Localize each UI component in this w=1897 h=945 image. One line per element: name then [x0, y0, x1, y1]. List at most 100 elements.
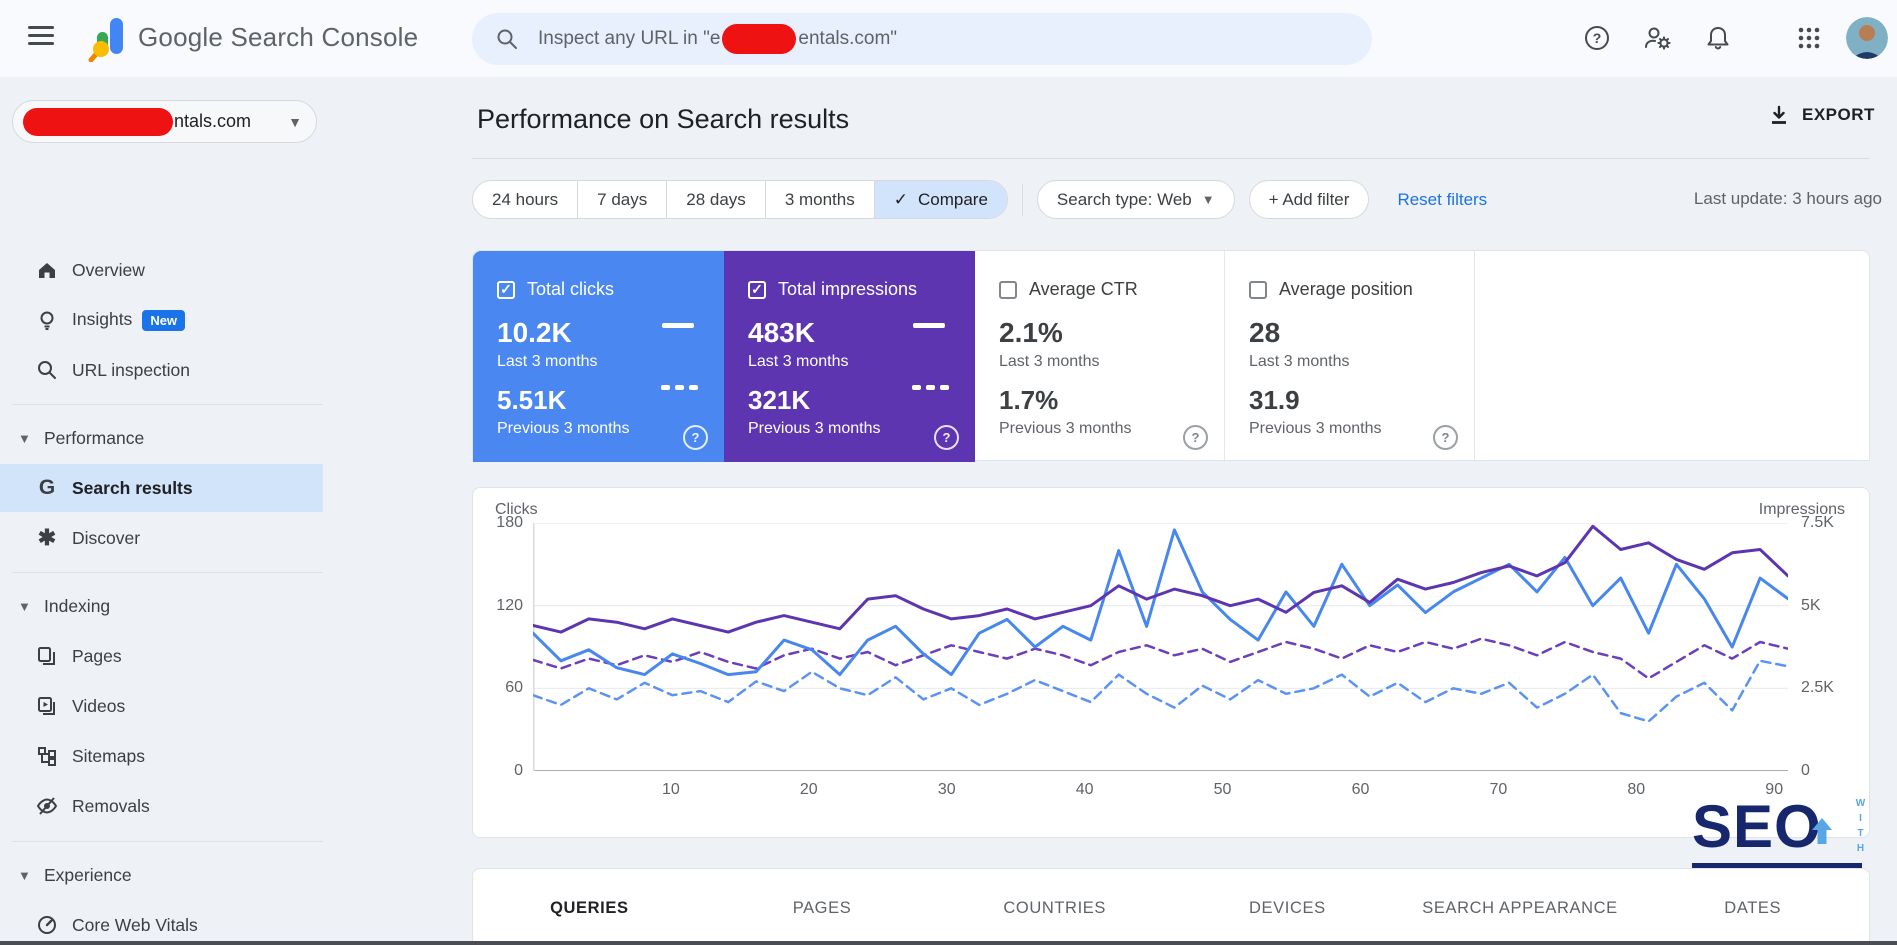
sidebar-item-label: Core Web Vitals	[72, 914, 198, 935]
range-7-days[interactable]: 7 days	[578, 181, 668, 218]
sidebar-item-search-results[interactable]: G Search results	[0, 464, 323, 512]
metric-current-period: Last 3 months	[748, 353, 849, 370]
sidebar-item-videos[interactable]: Videos	[0, 682, 323, 730]
sidebar-item-removals[interactable]: Removals	[0, 782, 323, 830]
download-icon	[1772, 105, 1786, 124]
google-apps-grid-icon[interactable]	[1788, 17, 1830, 59]
add-filter-label: + Add filter	[1268, 189, 1350, 209]
checkbox-checked[interactable]: ✓	[748, 280, 766, 299]
sidebar-item-label: Pages	[72, 645, 122, 666]
total-clicks-card[interactable]: ✓ Total clicks 10.2K Last 3 months 5.51K…	[473, 251, 724, 462]
divider	[12, 841, 323, 842]
metric-previous-period: Previous 3 months	[1249, 420, 1382, 437]
user-settings-icon[interactable]	[1637, 17, 1679, 59]
series-line	[533, 637, 1788, 680]
chevron-down-icon: ▼	[1201, 192, 1215, 207]
metric-current-value: 28	[1249, 317, 1281, 348]
sidebar-item-label: Search results	[72, 477, 193, 498]
metric-previous-value: 1.7%	[999, 385, 1059, 415]
export-button[interactable]: EXPORT	[1768, 104, 1875, 126]
tab-dates[interactable]: DATES	[1724, 899, 1782, 917]
sidebar-item-sitemaps[interactable]: Sitemaps	[0, 732, 323, 780]
metric-previous-period: Previous 3 months	[999, 420, 1132, 437]
x-axis-ticks: 10 20 30 40 50 60 70 80 90	[533, 781, 1788, 801]
date-range-segmented-control: 24 hours 7 days 28 days 3 months ✓ Compa…	[472, 180, 1008, 219]
metric-label: Total impressions	[778, 279, 918, 299]
total-impressions-card[interactable]: ✓ Total impressions 483K Last 3 months 3…	[724, 251, 975, 462]
sidebar-section-label: Experience	[44, 864, 132, 885]
average-ctr-card[interactable]: Average CTR 2.1% Last 3 months 1.7% Prev…	[975, 251, 1225, 462]
sidebar-item-overview[interactable]: Overview	[0, 246, 323, 294]
sitemap-icon	[36, 745, 58, 767]
impressions-axis-title: Impressions	[1758, 501, 1845, 518]
series-line	[533, 528, 1788, 677]
url-inspection-search-input[interactable]: Inspect any URL in "e entals.com"	[472, 13, 1372, 65]
hamburger-menu-icon[interactable]	[28, 26, 54, 50]
metric-current-value: 10.2K	[497, 317, 572, 348]
range-28-days[interactable]: 28 days	[667, 181, 766, 218]
eye-off-icon	[36, 795, 58, 817]
tab-devices[interactable]: DEVICES	[1249, 899, 1326, 917]
help-icon[interactable]: ?	[1576, 17, 1618, 59]
last-update-text: Last update: 3 hours ago	[1693, 189, 1882, 208]
topbar: Google Search Console Inspect any URL in…	[0, 0, 1897, 77]
tab-queries[interactable]: QUERIES	[550, 899, 629, 917]
sidebar-section-performance[interactable]: ▼ Performance	[0, 414, 323, 462]
property-selector[interactable]: ntals.com ▼	[12, 100, 317, 143]
sidebar-item-core-web-vitals[interactable]: Core Web Vitals	[0, 901, 323, 945]
filter-bar: 24 hours 7 days 28 days 3 months ✓ Compa…	[472, 180, 1487, 219]
sidebar-item-discover[interactable]: ✱ Discover	[0, 514, 323, 562]
chevron-down-icon: ▼	[18, 430, 31, 446]
search-placeholder: Inspect any URL in "e entals.com"	[538, 24, 897, 54]
compare-tab[interactable]: ✓ Compare	[874, 181, 1007, 218]
range-3-months[interactable]: 3 months	[766, 181, 875, 218]
performance-chart[interactable]	[533, 523, 1788, 771]
impressions-axis-tick: 5K	[1801, 596, 1821, 614]
sidebar-item-label: Videos	[72, 695, 126, 716]
metric-label: Total clicks	[527, 279, 615, 299]
impressions-axis-tick: 7.5K	[1801, 514, 1834, 531]
sidebar-section-experience[interactable]: ▼ Experience	[0, 851, 323, 899]
videos-icon	[36, 695, 58, 717]
x-axis-tick: 90	[1765, 781, 1784, 798]
clicks-axis-tick: 0	[514, 762, 523, 779]
tab-countries[interactable]: COUNTRIES	[1003, 899, 1106, 917]
sidebar-item-pages[interactable]: Pages	[0, 632, 323, 680]
help-icon[interactable]: ?	[683, 425, 708, 450]
range-24-hours[interactable]: 24 hours	[473, 181, 579, 218]
series-line	[533, 524, 1788, 634]
sidebar-section-indexing[interactable]: ▼ Indexing	[0, 582, 323, 630]
divider	[472, 158, 1870, 159]
search-type-dropdown[interactable]: Search type: Web ▼	[1036, 180, 1235, 219]
checkbox-checked[interactable]: ✓	[497, 280, 515, 299]
window-edge	[0, 941, 1897, 945]
avatar[interactable]	[1846, 17, 1888, 59]
search-icon	[36, 359, 58, 381]
sidebar-item-insights[interactable]: Insights New	[0, 296, 323, 344]
dimension-tabs: QUERIES PAGES COUNTRIES DEVICES SEARCH A…	[472, 868, 1870, 945]
metric-current-period: Last 3 months	[1249, 353, 1350, 370]
tab-pages[interactable]: PAGES	[792, 899, 852, 917]
average-position-card[interactable]: Average position 28 Last 3 months 31.9 P…	[1225, 251, 1475, 462]
checkbox-unchecked[interactable]	[1249, 280, 1267, 299]
x-axis-tick: 40	[1075, 781, 1094, 798]
impressions-axis-tick: 2.5K	[1801, 679, 1834, 697]
help-icon[interactable]: ?	[1433, 425, 1458, 450]
help-icon[interactable]: ?	[1183, 425, 1208, 450]
clicks-axis-tick: 60	[505, 679, 523, 697]
add-filter-button[interactable]: + Add filter	[1248, 180, 1370, 219]
new-badge: New	[142, 310, 186, 331]
check-icon: ✓	[893, 189, 908, 209]
metric-previous-period: Previous 3 months	[748, 420, 881, 437]
x-axis-tick: 10	[662, 781, 680, 798]
gauge-icon	[36, 914, 58, 936]
notifications-bell-icon[interactable]	[1697, 17, 1739, 59]
sidebar-item-url-inspection[interactable]: URL inspection	[0, 346, 323, 394]
reset-filters-link[interactable]: Reset filters	[1397, 189, 1488, 209]
metric-previous-period: Previous 3 months	[497, 420, 630, 437]
tab-search-appearance[interactable]: SEARCH APPEARANCE	[1422, 899, 1618, 917]
checkbox-unchecked[interactable]	[999, 280, 1017, 299]
property-name: ntals.com	[174, 111, 252, 131]
help-icon[interactable]: ?	[934, 425, 959, 450]
up-arrow-icon	[1809, 816, 1835, 846]
